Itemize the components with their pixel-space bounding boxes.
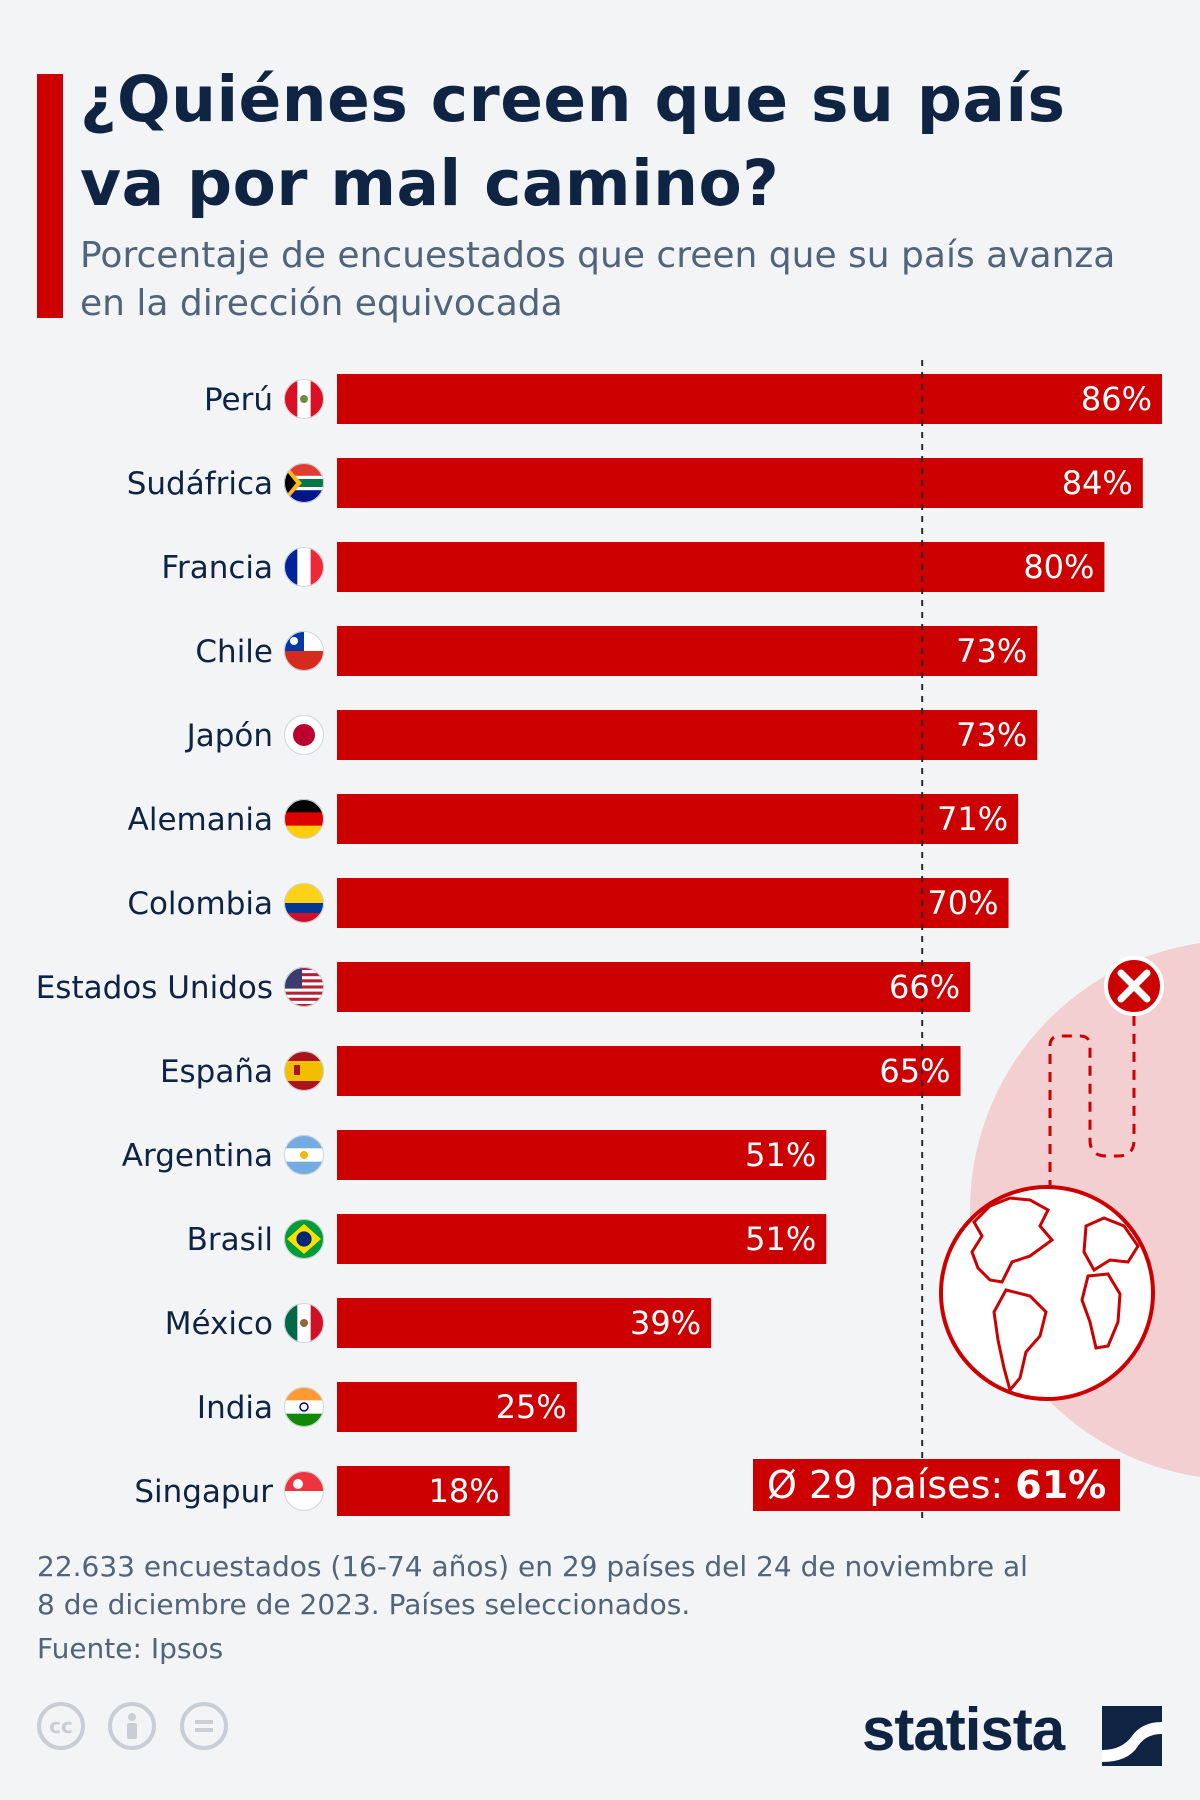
footnote: 22.633 encuestados (16-74 años) en 29 pa… [37, 1550, 1028, 1621]
labels-layer: 86% Perú 84% Sudáfrica 80% Francia 73% Chile 73%… [36, 379, 1152, 1511]
bar [337, 962, 971, 1012]
country-label: Francia [161, 550, 273, 586]
page-title: ¿Quiénes creen que su país va por mal ca… [80, 63, 1066, 220]
country-label: Alemania [128, 802, 273, 838]
country-label: Sudáfrica [127, 466, 273, 502]
bar [337, 1130, 827, 1180]
india-flag-icon [284, 1387, 324, 1427]
bar [337, 878, 1009, 928]
value-label: 73% [956, 632, 1027, 670]
average-label-value: 61% [1015, 1463, 1107, 1507]
title-accent-bar [37, 74, 63, 318]
colombia-flag-icon [284, 883, 324, 923]
bar [337, 1382, 577, 1432]
argentina-flag-icon [284, 1135, 324, 1175]
bar [337, 542, 1105, 592]
germany-flag-icon [284, 799, 324, 839]
bar [337, 1298, 712, 1348]
mexico-flag-icon [284, 1303, 324, 1343]
page-subtitle: Porcentaje de encuestados que creen que … [80, 235, 1116, 324]
country-label: Estados Unidos [36, 970, 273, 1006]
value-label: 73% [956, 716, 1027, 754]
peru-flag-icon [284, 379, 324, 419]
value-label: 84% [1062, 464, 1133, 502]
attribution-icon[interactable] [108, 1702, 156, 1750]
value-label: 80% [1023, 548, 1094, 586]
value-label: 51% [745, 1136, 816, 1174]
value-label: 25% [496, 1388, 567, 1426]
country-label: Perú [204, 382, 273, 418]
country-label: Argentina [122, 1138, 273, 1174]
bar [337, 794, 1019, 844]
no-derivatives-icon[interactable] [180, 1702, 228, 1750]
statista-logo-mark-icon [1102, 1706, 1162, 1766]
japan-flag-icon [284, 715, 324, 755]
singapore-flag-icon [284, 1471, 324, 1511]
country-label: España [160, 1054, 273, 1090]
value-label: 39% [630, 1304, 701, 1342]
country-label: Brasil [187, 1222, 273, 1258]
bar [337, 710, 1038, 760]
spain-flag-icon [284, 1051, 324, 1091]
country-label: Japón [185, 718, 273, 754]
value-label: 86% [1081, 380, 1152, 418]
bar [337, 1214, 827, 1264]
value-label: 65% [879, 1052, 950, 1090]
country-label: India [197, 1390, 273, 1426]
chile-flag-icon [284, 631, 324, 671]
bars-layer [337, 374, 1162, 1516]
average-badge: Ø 29 países: 61% [753, 1459, 1121, 1511]
bar [337, 626, 1038, 676]
average-label-prefix: Ø 29 países: [767, 1463, 1004, 1507]
brazil-flag-icon [284, 1219, 324, 1259]
source-note: Fuente: Ipsos [37, 1632, 224, 1665]
bar [337, 374, 1162, 424]
usa-flag-icon [284, 967, 324, 1007]
value-label: 51% [745, 1220, 816, 1258]
country-label: Singapur [134, 1474, 273, 1510]
value-label: 66% [889, 968, 960, 1006]
bar [337, 458, 1143, 508]
value-label: 71% [937, 800, 1008, 838]
country-label: Colombia [127, 886, 273, 922]
bar [337, 1046, 961, 1096]
statista-logo[interactable]: statista [862, 1696, 1065, 1763]
south-africa-flag-icon [284, 463, 324, 503]
cc-icon[interactable]: cc [37, 1702, 85, 1750]
value-label: 18% [429, 1472, 500, 1510]
france-flag-icon [284, 547, 324, 587]
bar [337, 1466, 510, 1516]
value-label: 70% [927, 884, 998, 922]
bar-chart: 86% Perú 84% Sudáfrica 80% Francia 73% Chile 73%… [36, 360, 1162, 1520]
country-label: Chile [195, 634, 273, 670]
country-label: México [165, 1306, 273, 1342]
